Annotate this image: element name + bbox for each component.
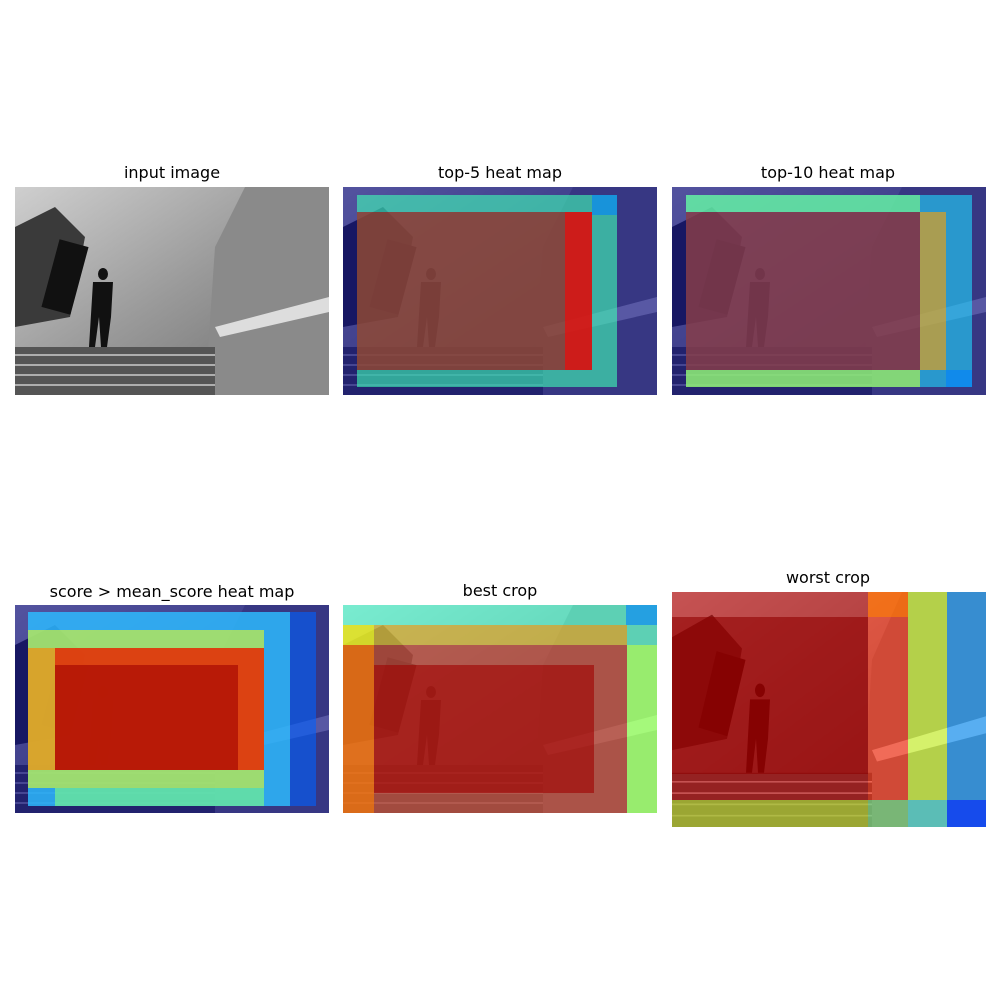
heat-overlay [672, 187, 986, 395]
panel-title: top-10 heat map [761, 163, 895, 182]
heat-overlay [672, 592, 986, 827]
heat-overlay [15, 605, 329, 813]
panel-title: best crop [463, 581, 538, 600]
panel-title: score > mean_score heat map [50, 582, 295, 602]
heat-overlay [343, 605, 657, 813]
panel-title: top-5 heat map [438, 163, 562, 182]
panel-title: input image [124, 163, 220, 182]
heat-overlay [343, 187, 657, 395]
input-image [15, 187, 329, 395]
panel-title: worst crop [786, 568, 870, 587]
